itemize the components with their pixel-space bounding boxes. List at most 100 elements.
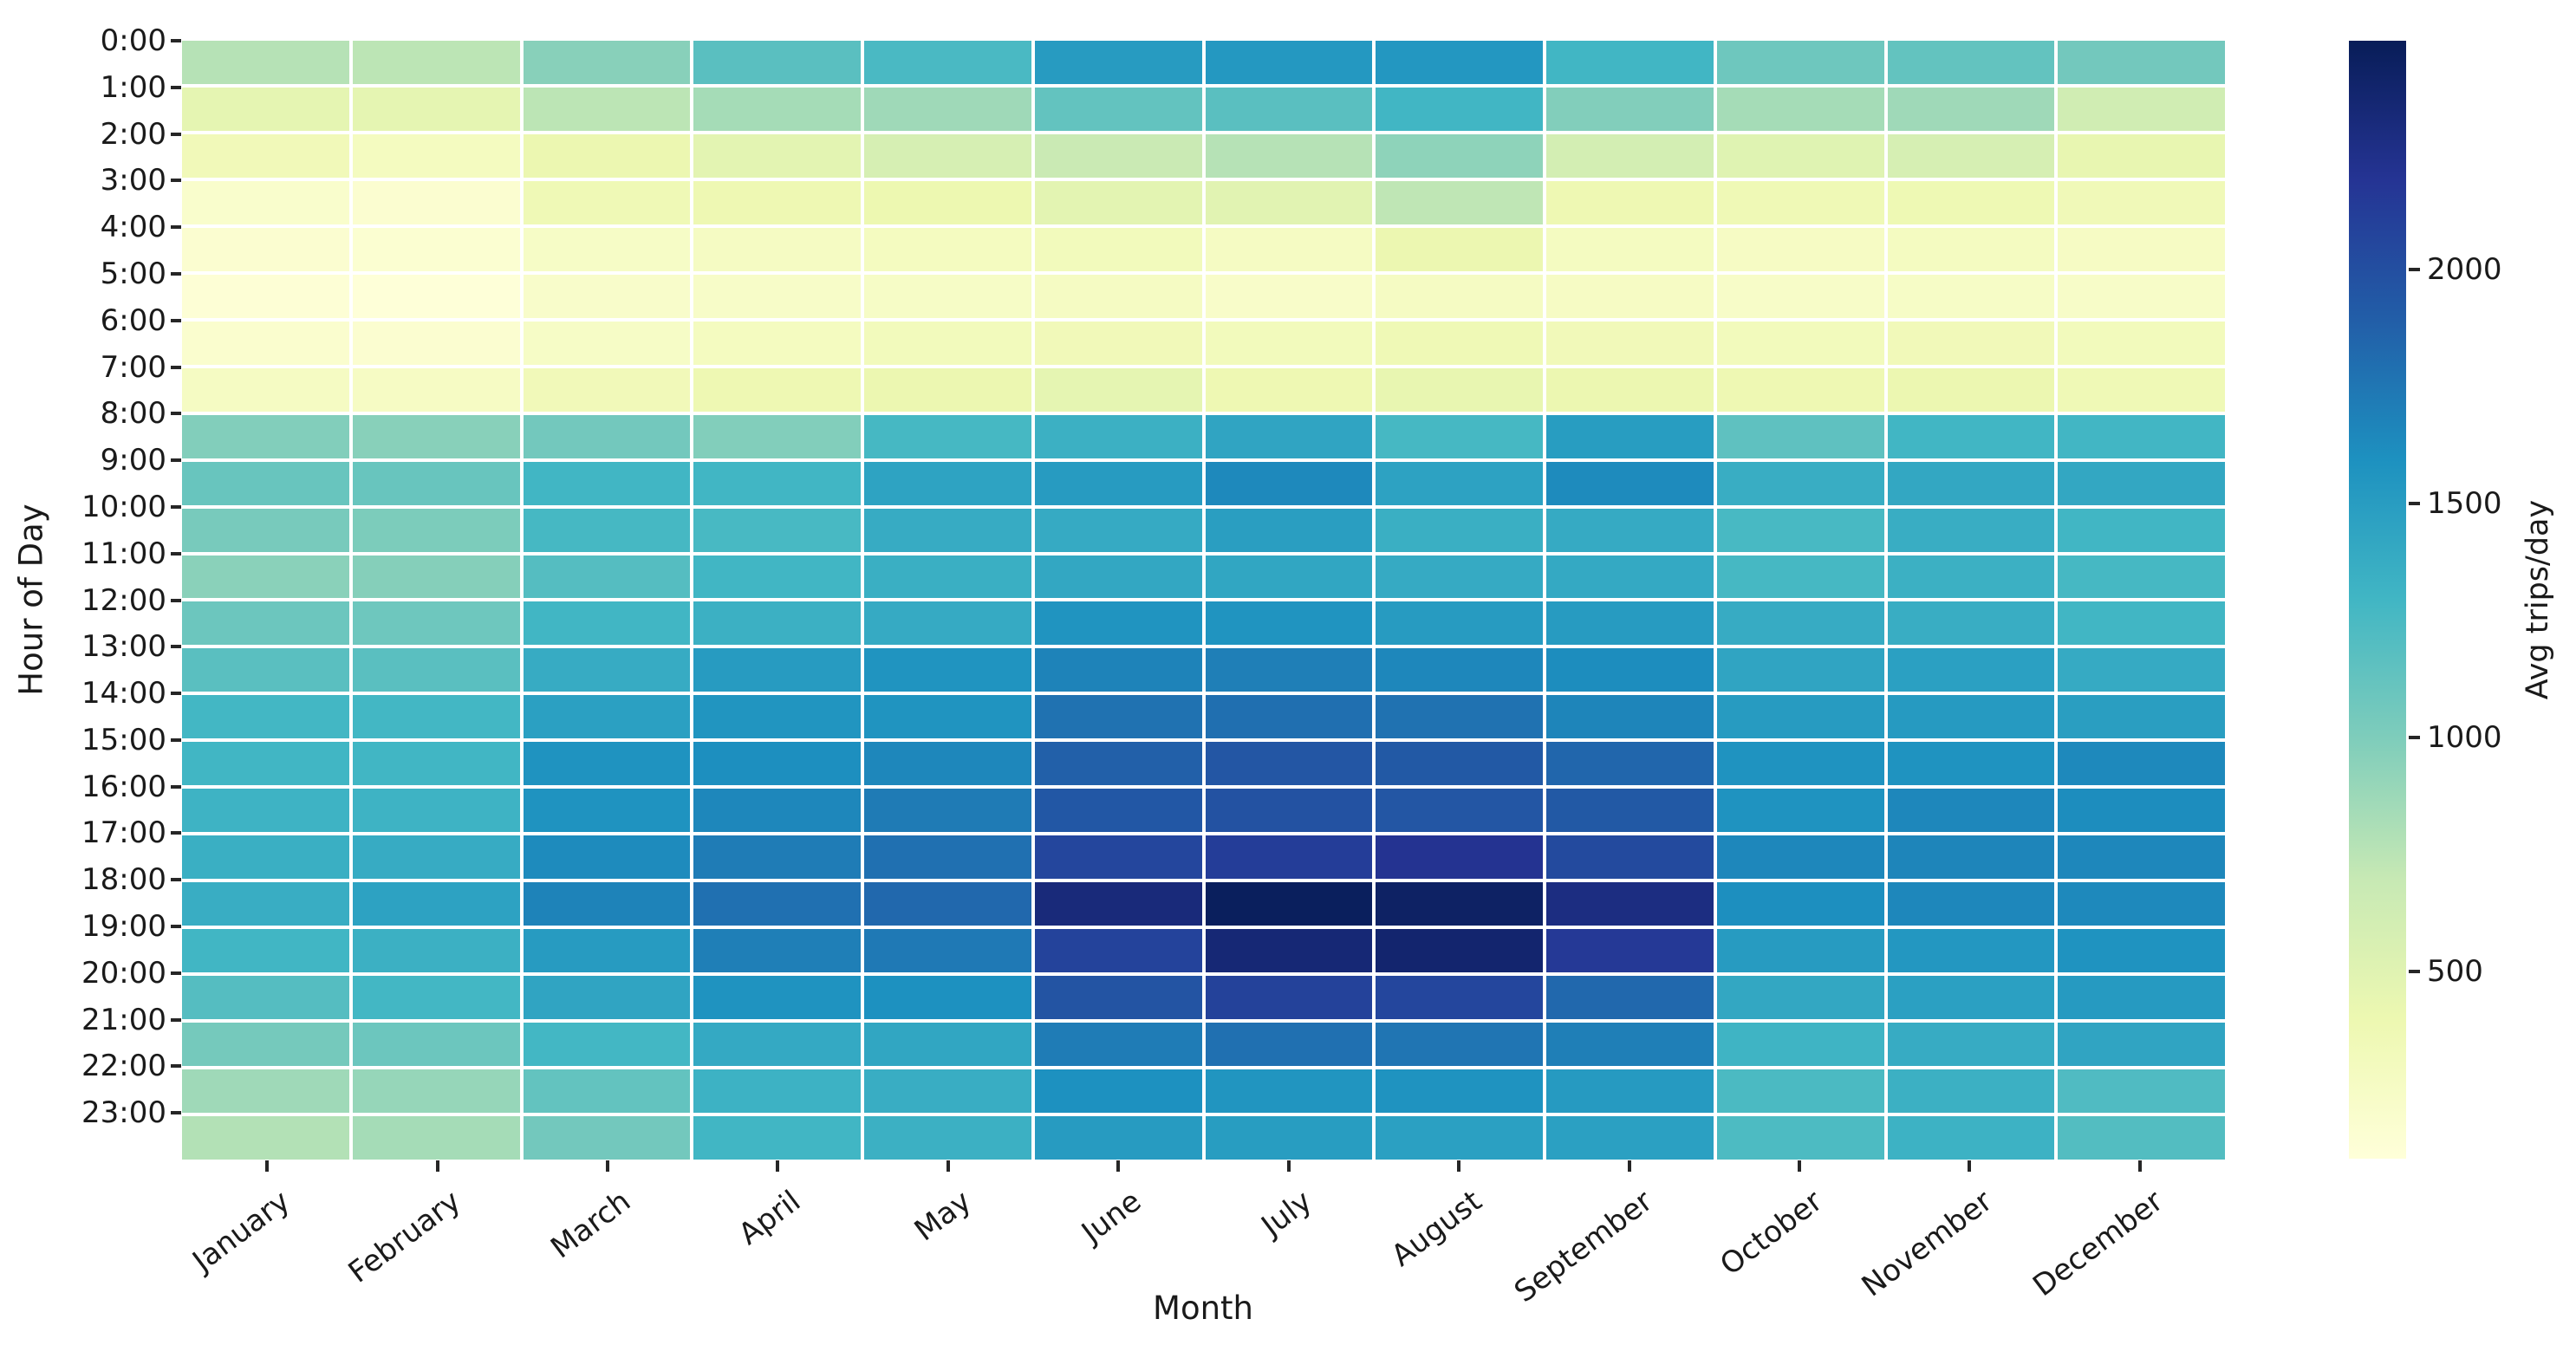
- heatmap-cell: [693, 882, 861, 926]
- heatmap-cell: [1716, 1116, 1884, 1160]
- y-tick-label: 21:00: [81, 1002, 166, 1037]
- heatmap-cell: [1546, 367, 1714, 412]
- heatmap-cell: [864, 133, 1031, 178]
- heatmap-cell: [182, 882, 349, 926]
- heatmap-cell: [182, 1069, 349, 1114]
- heatmap-cell: [1376, 1116, 1543, 1160]
- heatmap-cell: [1887, 227, 2055, 271]
- heatmap-cell: [1205, 789, 1373, 833]
- heatmap-cell: [1376, 41, 1543, 84]
- colorbar-gradient: [2349, 41, 2406, 1159]
- heatmap-cell: [864, 648, 1031, 692]
- heatmap-cell: [1546, 87, 1714, 131]
- heatmap-cell: [1887, 835, 2055, 880]
- colorbar-tick-label: 1500: [2427, 486, 2502, 522]
- heatmap-cell: [1716, 601, 1884, 646]
- heatmap-cell: [1887, 367, 2055, 412]
- x-tick-label: April: [732, 1184, 808, 1252]
- heatmap-cell: [352, 41, 520, 84]
- heatmap-cell: [1887, 274, 2055, 318]
- heatmap-cell: [2058, 508, 2225, 552]
- colorbar-tick-label: 2000: [2427, 252, 2502, 288]
- heatmap-cell: [1716, 648, 1884, 692]
- heatmap-cell: [1716, 882, 1884, 926]
- x-tick-mark: [2137, 1160, 2142, 1172]
- heatmap-cell: [1887, 461, 2055, 505]
- heatmap-cell: [523, 414, 691, 458]
- y-tick-label: 19:00: [81, 909, 166, 945]
- heatmap-cell: [864, 835, 1031, 880]
- y-tick-label: 20:00: [81, 955, 166, 991]
- heatmap-cell: [1887, 695, 2055, 739]
- y-tick-mark: [171, 132, 181, 136]
- heatmap-cell: [1716, 461, 1884, 505]
- y-tick-label: 7:00: [100, 349, 166, 385]
- heatmap-cell: [693, 1023, 861, 1067]
- heatmap-cell: [1376, 555, 1543, 599]
- heatmap-cell: [2058, 414, 2225, 458]
- heatmap-cell: [1205, 133, 1373, 178]
- y-tick-label: 22:00: [81, 1049, 166, 1084]
- y-tick-label: 18:00: [81, 862, 166, 898]
- heatmap-cell: [1887, 414, 2055, 458]
- heatmap-cell: [1034, 133, 1202, 178]
- heatmap-cell: [1034, 227, 1202, 271]
- heatmap-cell: [2058, 227, 2225, 271]
- heatmap-cell: [2058, 87, 2225, 131]
- heatmap-cell: [182, 1116, 349, 1160]
- heatmap-cell: [352, 1023, 520, 1067]
- heatmap-cell: [1205, 367, 1373, 412]
- heatmap-cell: [1546, 1023, 1714, 1067]
- heatmap-cell: [1716, 367, 1884, 412]
- heatmap-cell: [1546, 227, 1714, 271]
- heatmap-cell: [1376, 695, 1543, 739]
- heatmap-cell: [2058, 367, 2225, 412]
- heatmap-cell: [352, 648, 520, 692]
- heatmap-cell: [1034, 601, 1202, 646]
- heatmap-cell: [1887, 1069, 2055, 1114]
- heatmap-cell: [1376, 882, 1543, 926]
- heatmap-cell: [693, 648, 861, 692]
- heatmap-grid: [182, 41, 2225, 1160]
- heatmap-cell: [523, 508, 691, 552]
- heatmap-cell: [1546, 508, 1714, 552]
- y-tick-mark: [171, 225, 181, 230]
- heatmap-cell: [1205, 508, 1373, 552]
- heatmap-cell: [182, 789, 349, 833]
- colorbar-tick-label: 1000: [2427, 720, 2502, 756]
- heatmap-cell: [1716, 976, 1884, 1020]
- heatmap-cell: [2058, 461, 2225, 505]
- heatmap-cell: [693, 929, 861, 973]
- heatmap-cell: [1546, 1069, 1714, 1114]
- heatmap-cell: [523, 789, 691, 833]
- heatmap-cell: [182, 1023, 349, 1067]
- y-tick-label: 2:00: [100, 116, 166, 152]
- heatmap-cell: [1034, 742, 1202, 786]
- heatmap-cell: [1034, 555, 1202, 599]
- heatmap-cell: [2058, 882, 2225, 926]
- heatmap-cell: [182, 555, 349, 599]
- heatmap-cell: [523, 742, 691, 786]
- heatmap-cell: [352, 227, 520, 271]
- x-tick-label: March: [544, 1184, 638, 1266]
- heatmap-cell: [1034, 180, 1202, 224]
- heatmap-cell: [352, 133, 520, 178]
- heatmap-cell: [1716, 508, 1884, 552]
- heatmap-cell: [2058, 41, 2225, 84]
- heatmap-cell: [182, 227, 349, 271]
- heatmap-cell: [864, 414, 1031, 458]
- heatmap-cell: [1716, 929, 1884, 973]
- heatmap-cell: [1546, 789, 1714, 833]
- heatmap-cell: [352, 601, 520, 646]
- heatmap-cell: [864, 461, 1031, 505]
- y-tick-mark: [171, 878, 181, 882]
- y-tick-mark: [171, 458, 181, 463]
- heatmap-cell: [1376, 227, 1543, 271]
- y-tick-label: 9:00: [100, 443, 166, 478]
- heatmap-cell: [693, 835, 861, 880]
- heatmap-cell: [1887, 929, 2055, 973]
- heatmap-cell: [693, 1116, 861, 1160]
- heatmap-cell: [1034, 1069, 1202, 1114]
- heatmap-cell: [1546, 882, 1714, 926]
- colorbar-title: Avg trips/day: [2521, 499, 2555, 700]
